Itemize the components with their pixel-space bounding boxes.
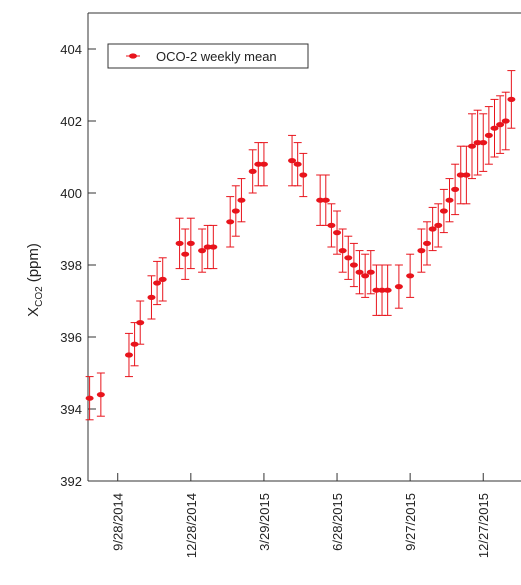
y-label-sub: CO2 — [34, 286, 45, 307]
point — [423, 240, 432, 246]
point — [479, 140, 488, 146]
point — [226, 219, 235, 225]
point — [338, 248, 347, 254]
point — [158, 276, 167, 282]
point — [254, 161, 263, 167]
x-tick-label: 12/27/2015 — [476, 493, 491, 558]
point — [203, 244, 212, 250]
point — [372, 287, 381, 293]
y-tick-label: 398 — [60, 258, 82, 273]
legend-label: OCO-2 weekly mean — [156, 49, 277, 64]
point — [333, 230, 342, 236]
point — [327, 222, 336, 228]
point — [321, 197, 330, 203]
point — [496, 122, 505, 128]
y-label-main: X — [25, 307, 42, 317]
point — [181, 251, 190, 257]
point — [316, 197, 325, 203]
point — [293, 161, 302, 167]
point — [361, 273, 370, 279]
x-tick-label: 9/28/2014 — [111, 493, 126, 551]
x-tick-label: 9/27/2015 — [403, 493, 418, 551]
point — [96, 392, 105, 398]
y-axis-label: XCO2 (ppm) — [25, 243, 45, 317]
point — [175, 240, 184, 246]
y-tick-label: 394 — [60, 402, 82, 417]
point — [406, 273, 415, 279]
point — [209, 244, 218, 250]
point — [85, 395, 94, 401]
point — [237, 197, 246, 203]
point — [124, 352, 133, 358]
point — [417, 248, 426, 254]
point — [462, 172, 471, 178]
point — [439, 208, 448, 214]
point — [355, 269, 364, 275]
point — [366, 269, 375, 275]
point — [344, 255, 353, 261]
point — [434, 222, 443, 228]
point — [378, 287, 387, 293]
point — [153, 280, 162, 286]
y-tick-label: 400 — [60, 186, 82, 201]
x-tick-label: 6/28/2015 — [330, 493, 345, 551]
x-tick-label: 3/29/2015 — [257, 493, 272, 551]
point — [467, 143, 476, 149]
point — [130, 341, 139, 347]
point — [288, 158, 297, 164]
point — [349, 262, 358, 268]
point — [147, 294, 156, 300]
point — [383, 287, 392, 293]
point — [231, 208, 240, 214]
point — [186, 240, 195, 246]
point — [451, 186, 460, 192]
point — [428, 226, 437, 232]
y-label-unit: (ppm) — [25, 243, 42, 282]
legend-box — [107, 43, 309, 69]
point — [248, 168, 257, 174]
y-tick-label: 404 — [60, 42, 82, 57]
point — [456, 172, 465, 178]
y-tick-label: 392 — [60, 474, 82, 489]
y-tick-label: 402 — [60, 114, 82, 129]
point — [507, 96, 516, 102]
point — [445, 197, 454, 203]
x-tick-label: 12/28/2014 — [184, 493, 199, 558]
point — [484, 132, 493, 138]
point — [394, 284, 403, 290]
point — [198, 248, 207, 254]
point — [299, 172, 308, 178]
point — [136, 320, 145, 326]
y-tick-label: 396 — [60, 330, 82, 345]
point — [473, 140, 482, 146]
point — [259, 161, 268, 167]
point — [490, 125, 499, 131]
point — [501, 118, 510, 124]
